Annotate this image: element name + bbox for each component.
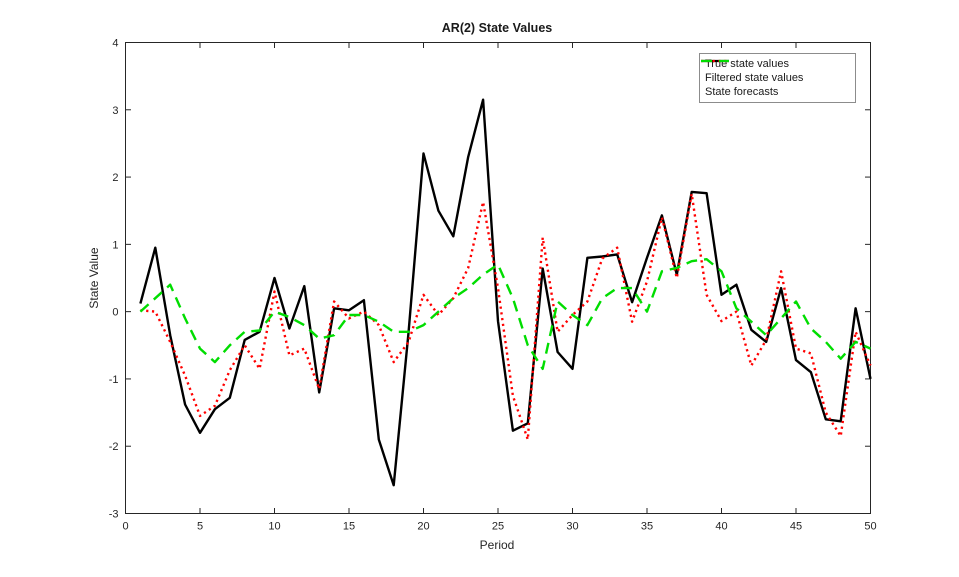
y-tick-label: -1 [109, 374, 119, 386]
y-tick-label: 4 [112, 38, 118, 50]
x-tick-label: 50 [864, 521, 876, 533]
legend-item-filtered: Filtered state values [701, 59, 851, 85]
legend: True state values Filtered state values … [699, 53, 856, 103]
x-tick-label: 0 [122, 521, 128, 533]
true-state-line [139, 98, 872, 487]
plot-area [139, 98, 872, 487]
x-tick-label: 40 [715, 521, 727, 533]
legend-label-forecast: State forecasts [705, 86, 779, 98]
legend-item-forecast: State forecasts [701, 59, 851, 99]
x-tick-label: 30 [566, 521, 578, 533]
y-tick-label: -3 [109, 509, 119, 521]
y-tick-label: -2 [109, 441, 119, 453]
y-tick-label: 3 [112, 105, 118, 117]
x-tick-label: 20 [417, 521, 429, 533]
plot-area-border [125, 42, 871, 514]
y-axis-label: State Value [87, 247, 101, 308]
y-tick-label: 1 [112, 239, 118, 251]
chart-title: AR(2) State Values [442, 21, 553, 35]
axis-tick-labels: 0 5 10 15 20 25 30 35 40 45 50 -3 -2 -1 0 1 2 3 4 [109, 38, 877, 533]
x-tick-label: 35 [641, 521, 653, 533]
x-tick-label: 45 [790, 521, 802, 533]
y-tick-label: 0 [112, 307, 118, 319]
state-forecast-line [139, 258, 871, 370]
x-axis-label: Period [480, 538, 515, 552]
legend-label-filtered: Filtered state values [705, 72, 804, 84]
x-tick-label: 5 [197, 521, 203, 533]
filtered-state-line [140, 192, 872, 441]
forecast-line-sample-icon [701, 59, 729, 63]
axis-ticks [125, 42, 871, 514]
x-tick-label: 15 [343, 521, 355, 533]
x-tick-label: 25 [492, 521, 504, 533]
x-tick-label: 10 [268, 521, 280, 533]
y-tick-label: 2 [112, 172, 118, 184]
